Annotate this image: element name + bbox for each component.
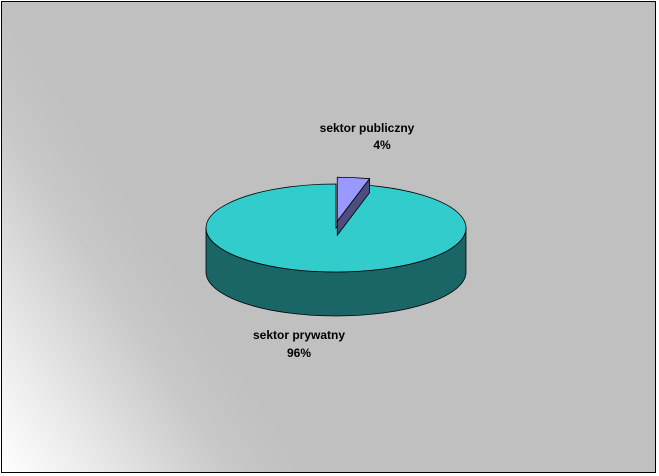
value-sektor-prywatny: 96% (287, 346, 311, 360)
label-sektor-publiczny: sektor publiczny (320, 121, 415, 135)
pie-slice-sektor-publiczny (336, 176, 371, 223)
value-sektor-publiczny: 4% (373, 138, 391, 152)
label-sektor-prywatny: sektor prywatny (253, 328, 345, 342)
pie-slice-sektor-prywatny (205, 183, 467, 273)
